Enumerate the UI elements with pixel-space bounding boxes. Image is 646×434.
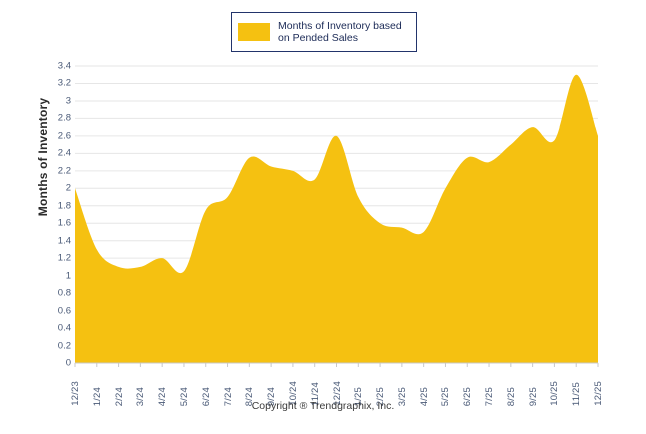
- y-axis-tick-label: 0: [65, 357, 71, 369]
- y-axis-tick-label: 2: [65, 182, 71, 194]
- y-axis-tick-label: 0.6: [57, 305, 71, 317]
- y-axis-tick-label: 1: [65, 270, 71, 282]
- y-axis-tick-label: 3: [65, 95, 71, 107]
- y-axis-tick-labels: 0 0.2 0.4 0.6 0.8 1 1.2 1.4 1.6 1.8 2 2.2 2.4 2.6 2.8 3…: [27, 61, 71, 369]
- y-axis-tick-label: 3.4: [57, 60, 71, 72]
- y-axis-tick-label: 0.8: [57, 287, 71, 299]
- area-chart-svg: [74, 65, 599, 367]
- legend-label: Months of Inventory based on Pended Sale…: [278, 20, 402, 44]
- y-axis-tick-label: 2.4: [57, 147, 71, 159]
- chart-legend: Months of Inventory based on Pended Sale…: [231, 12, 417, 52]
- y-axis-tick-label: 1.8: [57, 200, 71, 212]
- y-axis-tick-label: 3.2: [57, 77, 71, 89]
- copyright-text: Copyright ® Trendgraphix, Inc.: [251, 400, 395, 412]
- y-axis-tick-label: 0.2: [57, 340, 71, 352]
- y-axis-tick-label: 2.8: [57, 112, 71, 124]
- y-axis-tick-label: 2.2: [57, 165, 71, 177]
- y-axis-tick-label: 1.6: [57, 217, 71, 229]
- plot-area: [74, 65, 599, 367]
- y-axis-tick-label: 0.4: [57, 322, 71, 334]
- series-area-months-of-inventory: [75, 74, 598, 364]
- y-axis-tick-label: 1.4: [57, 235, 71, 247]
- y-axis-tick-label: 1.2: [57, 252, 71, 264]
- x-axis-tick-marks: [74, 363, 599, 367]
- y-axis-tick-label: 2.6: [57, 130, 71, 142]
- legend-color-swatch: [238, 23, 270, 41]
